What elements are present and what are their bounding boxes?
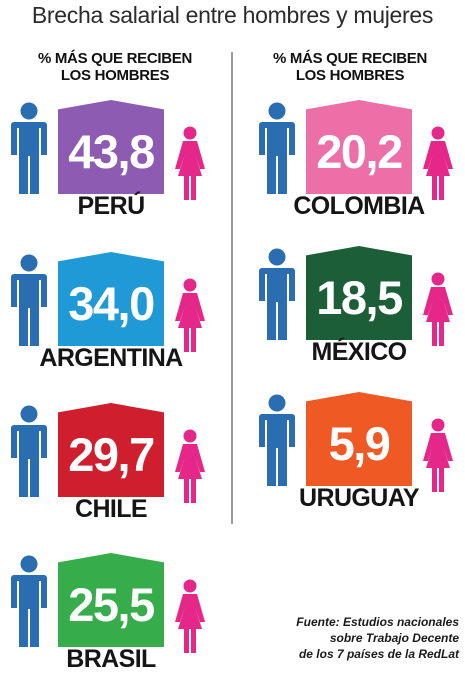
column-divider <box>231 52 233 524</box>
woman-icon <box>423 272 453 346</box>
page-title: Brecha salarial entre hombres y mujeres <box>31 2 434 28</box>
value-label: 25,5 <box>68 577 155 631</box>
woman-icon <box>423 126 453 200</box>
column-header-line: LOS HOMBRES <box>295 67 405 84</box>
country-card-brasil: 25,5 BRASIL <box>10 553 242 693</box>
country-name: MÉXICO <box>311 338 407 366</box>
value-label: 18,5 <box>316 270 403 324</box>
source-line: Fuente: Estudios nacionales <box>296 615 459 629</box>
man-icon <box>11 254 47 346</box>
value-label: 43,8 <box>68 124 155 178</box>
country-card-chile: 29,7 CHILE <box>10 403 242 543</box>
woman-icon <box>175 126 205 200</box>
country-card-colombia: 20,2 COLOMBIA <box>258 100 465 240</box>
man-icon <box>11 102 47 194</box>
column-header-right: % MÁS QUE RECIBEN LOS HOMBRES <box>255 50 445 84</box>
value-house: 5,9 <box>306 392 412 486</box>
country-card-uruguay: 5,9 URUGUAY <box>258 392 465 532</box>
man-icon <box>11 555 47 647</box>
man-icon <box>11 405 47 497</box>
source-note: Fuente: Estudios nacionales sobre Trabaj… <box>296 614 459 662</box>
value-label: 34,0 <box>68 276 155 330</box>
man-icon <box>259 394 295 486</box>
value-label: 20,2 <box>316 124 403 178</box>
column-header-line: % MÁS QUE RECIBEN <box>37 50 193 67</box>
column-header-line: % MÁS QUE RECIBEN <box>272 50 428 67</box>
country-card-mexico: 18,5 MÉXICO <box>258 246 465 386</box>
woman-icon <box>423 418 453 492</box>
value-house: 25,5 <box>58 553 164 647</box>
man-icon <box>259 248 295 340</box>
woman-icon <box>175 278 205 352</box>
country-name: URUGUAY <box>299 484 420 512</box>
country-name: CHILE <box>74 495 148 523</box>
value-house: 43,8 <box>58 100 164 194</box>
country-card-argentina: 34,0 ARGENTINA <box>10 252 242 392</box>
source-line: de los 7 países de la RedLat <box>298 647 459 661</box>
man-icon <box>259 102 295 194</box>
woman-icon <box>175 579 205 653</box>
country-name: COLOMBIA <box>293 192 425 220</box>
column-header-line: LOS HOMBRES <box>60 67 170 84</box>
country-name: BRASIL <box>66 645 156 673</box>
country-name: PERÚ <box>77 192 145 220</box>
country-name: ARGENTINA <box>39 344 183 372</box>
country-card-peru: 43,8 PERÚ <box>10 100 242 240</box>
value-house: 34,0 <box>58 252 164 346</box>
value-house: 29,7 <box>58 403 164 497</box>
column-header-left: % MÁS QUE RECIBEN LOS HOMBRES <box>20 50 210 84</box>
value-house: 18,5 <box>306 246 412 340</box>
value-house: 20,2 <box>306 100 412 194</box>
source-line: sobre Trabajo Decente <box>329 631 459 645</box>
value-label: 29,7 <box>68 427 155 481</box>
value-label: 5,9 <box>328 416 391 470</box>
woman-icon <box>175 429 205 503</box>
